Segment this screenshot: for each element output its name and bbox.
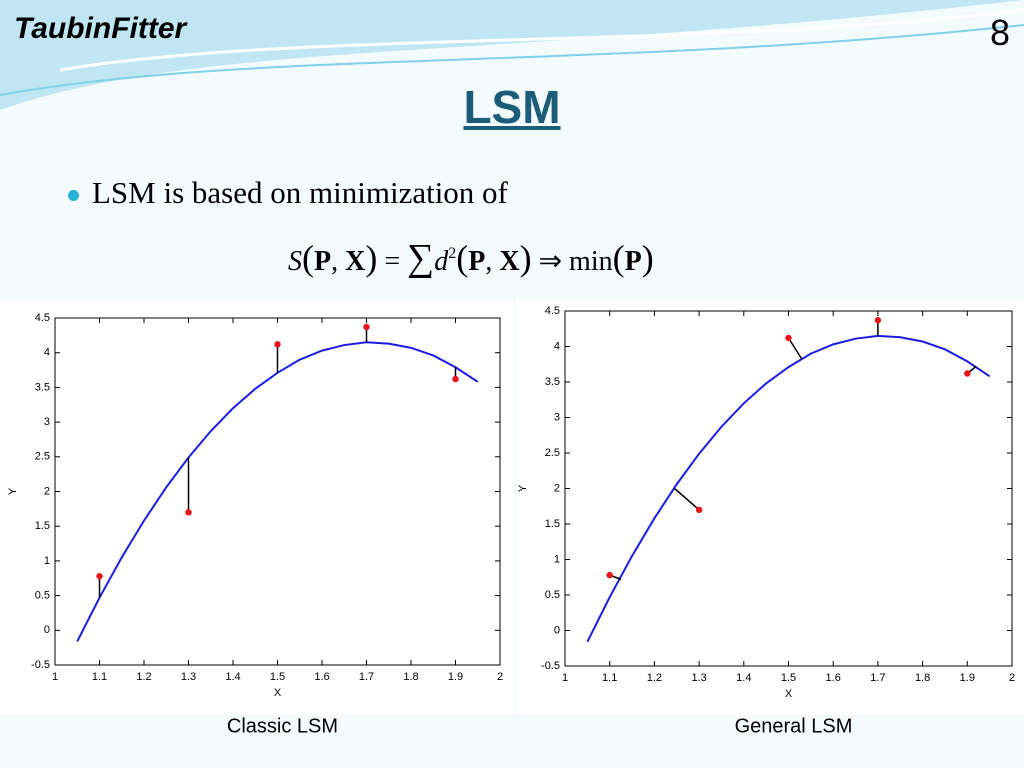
residual [674,487,700,511]
data-point [363,323,370,331]
y-tick-label: 3 [554,411,560,423]
y-tick-label: 4 [44,347,50,359]
data-point [785,334,792,342]
y-tick-label: 1.5 [35,520,50,532]
y-tick-label: 3 [44,416,50,428]
y-tick-label: 2 [44,485,50,497]
bullet-dot [68,190,79,201]
x-tick-label: 1.3 [181,671,196,683]
header-swoosh-line [0,24,1024,96]
x-tick-label: 1.5 [781,672,796,684]
page-number: 8 [989,12,1010,53]
data-point [452,375,459,383]
figure-bg [0,300,514,715]
f: ∑ [407,237,435,279]
figure-bg [516,298,1024,715]
bullet-text: LSM is based on minimization of [92,175,508,210]
y-tick-label: 1 [554,553,560,565]
f: , [485,246,500,277]
f: ) [365,238,378,278]
y-tick-label: 2 [554,482,560,494]
x-tick-label: 1.5 [270,671,285,683]
x-axis-label: X [274,687,282,699]
f: ⇒ min [531,246,613,277]
data-point [274,341,281,348]
x-tick-label: 1.4 [736,672,751,684]
y-tick-label: 2.5 [545,447,560,459]
data-point [695,506,703,513]
x-tick-label: 1.9 [960,672,975,684]
header-swoosh-line [59,8,1024,72]
f: ( [302,238,314,278]
x-tick-label: 1.6 [314,671,329,683]
f: P [468,246,486,277]
y-axis-label: Y [517,484,529,492]
f: ( [456,238,469,278]
f: S [288,246,302,277]
f: ( [612,238,625,278]
y-tick-label: 2.5 [35,451,50,463]
formula: S(P, X) = ∑d2(P, X) ⇒ min(P) [288,236,654,280]
y-tick-label: 4.5 [545,305,560,317]
x-tick-label: 1 [562,672,568,684]
f: = [377,246,408,277]
y-tick-label: 0.5 [545,589,560,601]
y-tick-label: 4 [554,340,560,352]
y-tick-label: 0 [44,624,50,636]
x-tick-label: 1.2 [136,671,151,683]
x-tick-label: 1.6 [826,672,841,684]
x-tick-label: 1.7 [359,671,374,683]
y-tick-label: 4.5 [35,312,50,324]
header-swoosh [0,0,1024,110]
y-tick-label: 0.5 [35,590,50,602]
fit-curve [586,334,991,643]
y-tick-label: -0.5 [31,659,50,671]
slide-title: LSM [463,81,561,133]
f: P [314,246,332,277]
f: X [345,246,366,277]
data-point [96,572,103,580]
x-tick-label: 1.8 [403,671,418,683]
x-tick-label: 2 [1009,672,1015,684]
data-point [964,370,971,377]
x-tick-label: 2 [497,671,503,683]
f: d [434,246,449,277]
x-tick-label: 1.1 [602,672,617,684]
f: ) [641,238,654,278]
y-tick-label: -0.5 [541,660,560,672]
caption: General LSM [735,715,853,737]
x-tick-label: 1.2 [647,672,662,684]
f: P [624,246,642,277]
y-tick-label: 1 [44,555,50,567]
y-axis-label: Y [7,487,19,495]
y-tick-label: 3.5 [545,376,560,388]
x-tick-label: 1.7 [870,672,885,684]
x-axis-label: X [785,688,793,700]
residual [787,337,803,360]
data-point [185,509,192,516]
y-tick-label: 3.5 [35,381,50,393]
y-tick-label: 1.5 [545,518,560,530]
y-tick-label: 0 [554,624,560,636]
f: 2 [448,245,457,262]
f: ) [519,238,532,278]
x-tick-label: 1.9 [448,671,463,683]
x-tick-label: 1.3 [691,672,706,684]
caption: Classic LSM [227,715,338,737]
f: , [331,246,346,277]
x-tick-label: 1.4 [225,671,240,683]
data-point [606,571,613,579]
f: X [499,246,520,277]
x-tick-label: 1 [52,671,58,683]
x-tick-label: 1.1 [92,671,107,683]
header: TaubinFitter [14,12,187,45]
data-point [874,317,882,324]
x-tick-label: 1.8 [915,672,930,684]
